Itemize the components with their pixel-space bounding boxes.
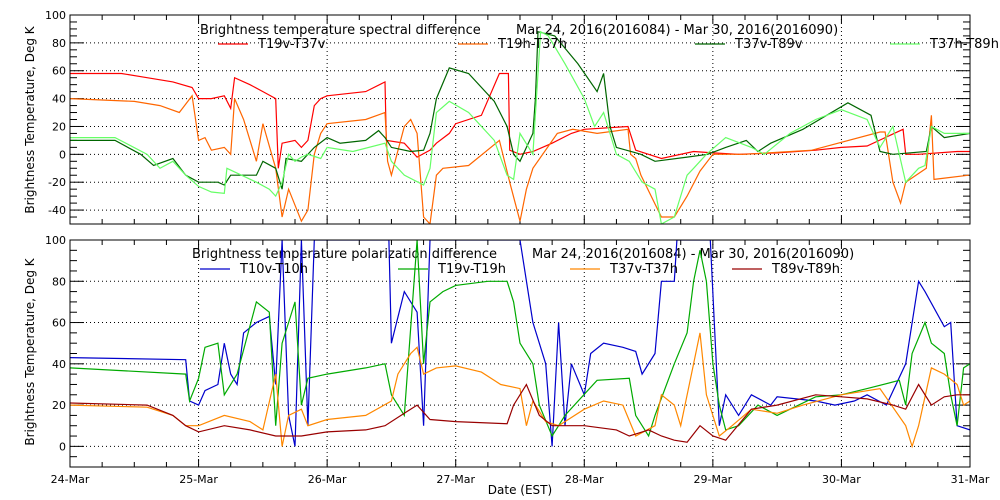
y-tick-label: 100 <box>45 9 66 22</box>
legend-label: T19h-T37h <box>497 37 567 52</box>
y-tick-label: 20 <box>52 120 66 133</box>
panel-title: Brightness temperature polarization diff… <box>192 247 497 262</box>
x-axis-label: Date (EST) <box>488 483 552 497</box>
y-tick-label: 20 <box>52 399 66 412</box>
y-tick-label: 0 <box>59 148 66 161</box>
legend-label: T10v-T10h <box>239 262 308 277</box>
plot-frame <box>69 14 971 225</box>
y-tick-label: 0 <box>59 440 66 453</box>
spectral-difference-panel: Brightness temperature spectral differen… <box>23 9 999 225</box>
y-axis-label: Brightness Temperature, Deg K <box>23 25 37 213</box>
series-group <box>70 30 970 224</box>
series-group <box>70 240 970 449</box>
x-tick-label: 27-Mar <box>436 473 475 486</box>
x-tick-label: 28-Mar <box>565 473 604 486</box>
series-line-t19h-t37h <box>70 94 969 224</box>
y-tick-label: 40 <box>52 93 66 106</box>
y-tick-label: 40 <box>52 358 66 371</box>
y-tick-label: 80 <box>52 275 66 288</box>
legend-label: T19v-T37v <box>257 37 326 52</box>
y-tick-label: 60 <box>52 65 66 78</box>
series-line-t37h-t89h <box>70 30 970 224</box>
y-tick-label: -20 <box>48 176 66 189</box>
panel-date-range: Mar 24, 2016(2016084) - Mar 30, 2016(201… <box>516 23 838 38</box>
legend-label: T19v-T19h <box>437 262 506 277</box>
legend-label: T37h-T89h <box>929 37 999 52</box>
legend-label: T37v-T89v <box>734 37 803 52</box>
x-tick-label: 31-Mar <box>951 473 990 486</box>
x-tick-label: 25-Mar <box>179 473 218 486</box>
panel-title: Brightness temperature spectral differen… <box>200 23 481 38</box>
y-tick-label: 100 <box>45 234 66 247</box>
x-tick-label: 26-Mar <box>308 473 347 486</box>
x-tick-label: 29-Mar <box>693 473 732 486</box>
x-tick-label: 24-Mar <box>51 473 90 486</box>
y-tick-label: 60 <box>52 317 66 330</box>
y-axis-label: Brightness Temperature, Deg K <box>23 257 37 445</box>
plot-frame <box>69 239 971 468</box>
legend-label: T89v-T89h <box>771 262 840 277</box>
series-line-t37v-t89v <box>70 30 970 190</box>
y-tick-label: -40 <box>48 204 66 217</box>
panel-date-range: Mar 24, 2016(2016084) - Mar 30, 2016(201… <box>532 247 854 262</box>
y-tick-label: 80 <box>52 37 66 50</box>
polarization-difference-panel: Brightness temperature polarization diff… <box>23 234 990 497</box>
legend-label: T37v-T37h <box>609 262 678 277</box>
series-line-t89v-t89h <box>70 383 970 443</box>
x-tick-label: 30-Mar <box>822 473 861 486</box>
